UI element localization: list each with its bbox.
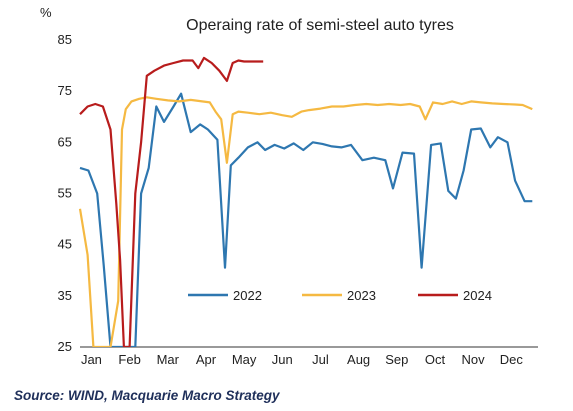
y-tick-label: 75 bbox=[58, 83, 72, 98]
legend-label-2023: 2023 bbox=[347, 288, 376, 303]
source-note: Source: WIND, Macquarie Macro Strategy bbox=[14, 388, 280, 403]
chart: Operaing rate of semi-steel auto tyres %… bbox=[40, 5, 538, 367]
x-tick-label-sep: Sep bbox=[385, 352, 408, 367]
y-axis-label: % bbox=[40, 5, 52, 20]
x-tick-label-jul: Jul bbox=[312, 352, 329, 367]
series-line-2024 bbox=[79, 56, 264, 347]
x-tick-label-may: May bbox=[232, 352, 257, 367]
chart-title: Operaing rate of semi-steel auto tyres bbox=[186, 17, 454, 34]
series-lines bbox=[78, 56, 533, 347]
legend: 2022 2023 2024 bbox=[188, 288, 492, 303]
legend-label-2022: 2022 bbox=[233, 288, 262, 303]
series-line-2023 bbox=[78, 96, 533, 347]
x-tick-label-oct: Oct bbox=[425, 352, 446, 367]
x-tick-label-jun: Jun bbox=[272, 352, 293, 367]
x-tick-label-aug: Aug bbox=[347, 352, 370, 367]
y-tick-label: 65 bbox=[58, 134, 72, 149]
y-tick-label: 45 bbox=[58, 237, 72, 252]
y-tick-label: 35 bbox=[58, 288, 72, 303]
x-tick-label-mar: Mar bbox=[157, 352, 180, 367]
x-tick-label-apr: Apr bbox=[196, 352, 217, 367]
y-tick-label: 55 bbox=[58, 186, 72, 201]
y-tick-label: 85 bbox=[58, 32, 72, 47]
legend-label-2024: 2024 bbox=[463, 288, 492, 303]
x-axis-ticks: Jan Feb Mar Apr May Jun Jul Aug Sep Oct Nov Dec bbox=[81, 352, 523, 367]
x-tick-label-jan: Jan bbox=[81, 352, 102, 367]
y-axis-ticks: 25 35 45 55 65 75 85 bbox=[58, 32, 72, 354]
x-tick-label-dec: Dec bbox=[500, 352, 524, 367]
y-tick-label: 25 bbox=[58, 339, 72, 354]
series-line-2022 bbox=[79, 92, 533, 347]
x-tick-label-nov: Nov bbox=[462, 352, 486, 367]
x-tick-label-feb: Feb bbox=[118, 352, 140, 367]
